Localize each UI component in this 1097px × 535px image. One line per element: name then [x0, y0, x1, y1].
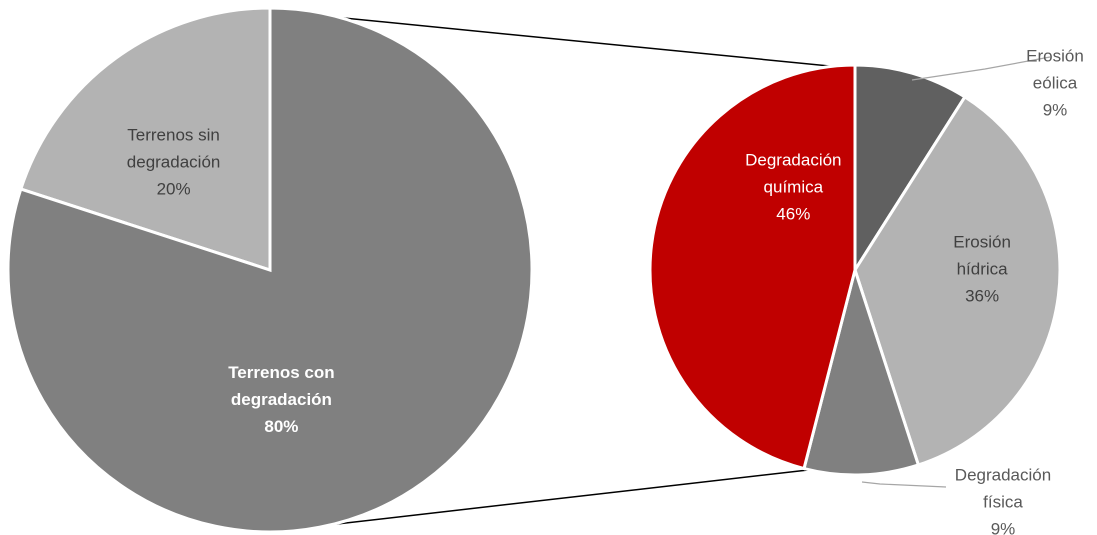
secondary-label-degradacion-quimica-line-2: química: [764, 178, 824, 197]
secondary-pie: [648, 63, 1062, 477]
secondary-label-erosion-eolica-line-1: Erosión: [1026, 46, 1084, 65]
main-label-terrenos-con-degradacion-line-1: Terrenos con: [228, 363, 334, 382]
secondary-slice-degradacion-fisica: [802, 264, 921, 477]
secondary-label-erosion-eolica-line-2: eólica: [1033, 73, 1078, 92]
main-slice-terrenos-sin-degradacion: [18, 6, 272, 273]
secondary-label-erosion-hidrica-line-1: Erosión: [953, 232, 1011, 251]
leader-line-degradacion-fisica: [861, 481, 947, 488]
main-label-terrenos-sin-degradacion-line-3: 20%: [157, 179, 191, 198]
main-label-terrenos-con-degradacion-line-3: 80%: [264, 417, 298, 436]
main-label-terrenos-con-degradacion-line-2: degradación: [231, 390, 332, 409]
main-pie: [6, 6, 534, 534]
secondary-label-erosion-eolica-line-3: 9%: [1043, 100, 1068, 119]
secondary-label-erosion-hidrica-line-2: hídrica: [957, 259, 1009, 278]
secondary-label-erosion-hidrica-line-3: 36%: [965, 286, 999, 305]
secondary-slice-erosion-eolica: [853, 63, 967, 276]
secondary-label-degradacion-quimica-line-1: Degradación: [745, 151, 841, 170]
main-slice-terrenos-con-degradacion: [6, 6, 534, 534]
secondary-slice-degradacion-quimica: [648, 63, 857, 471]
secondary-label-degradacion-quimica-line-3: 46%: [776, 205, 810, 224]
secondary-slice-erosion-hidrica: [853, 94, 1062, 467]
main-label-terrenos-sin-degradacion-line-1: Terrenos sin: [127, 125, 220, 144]
secondary-label-degradacion-fisica-line-3: 9%: [991, 519, 1016, 535]
secondary-label-degradacion-fisica-line-1: Degradación: [955, 465, 1051, 484]
leader-line-erosion-eolica: [911, 56, 1051, 81]
main-label-terrenos-sin-degradacion-line-2: degradación: [127, 152, 221, 171]
connector-line-top: [282, 11, 871, 71]
secondary-label-degradacion-fisica-line-2: física: [983, 492, 1023, 511]
connector-line-bottom: [301, 469, 809, 529]
